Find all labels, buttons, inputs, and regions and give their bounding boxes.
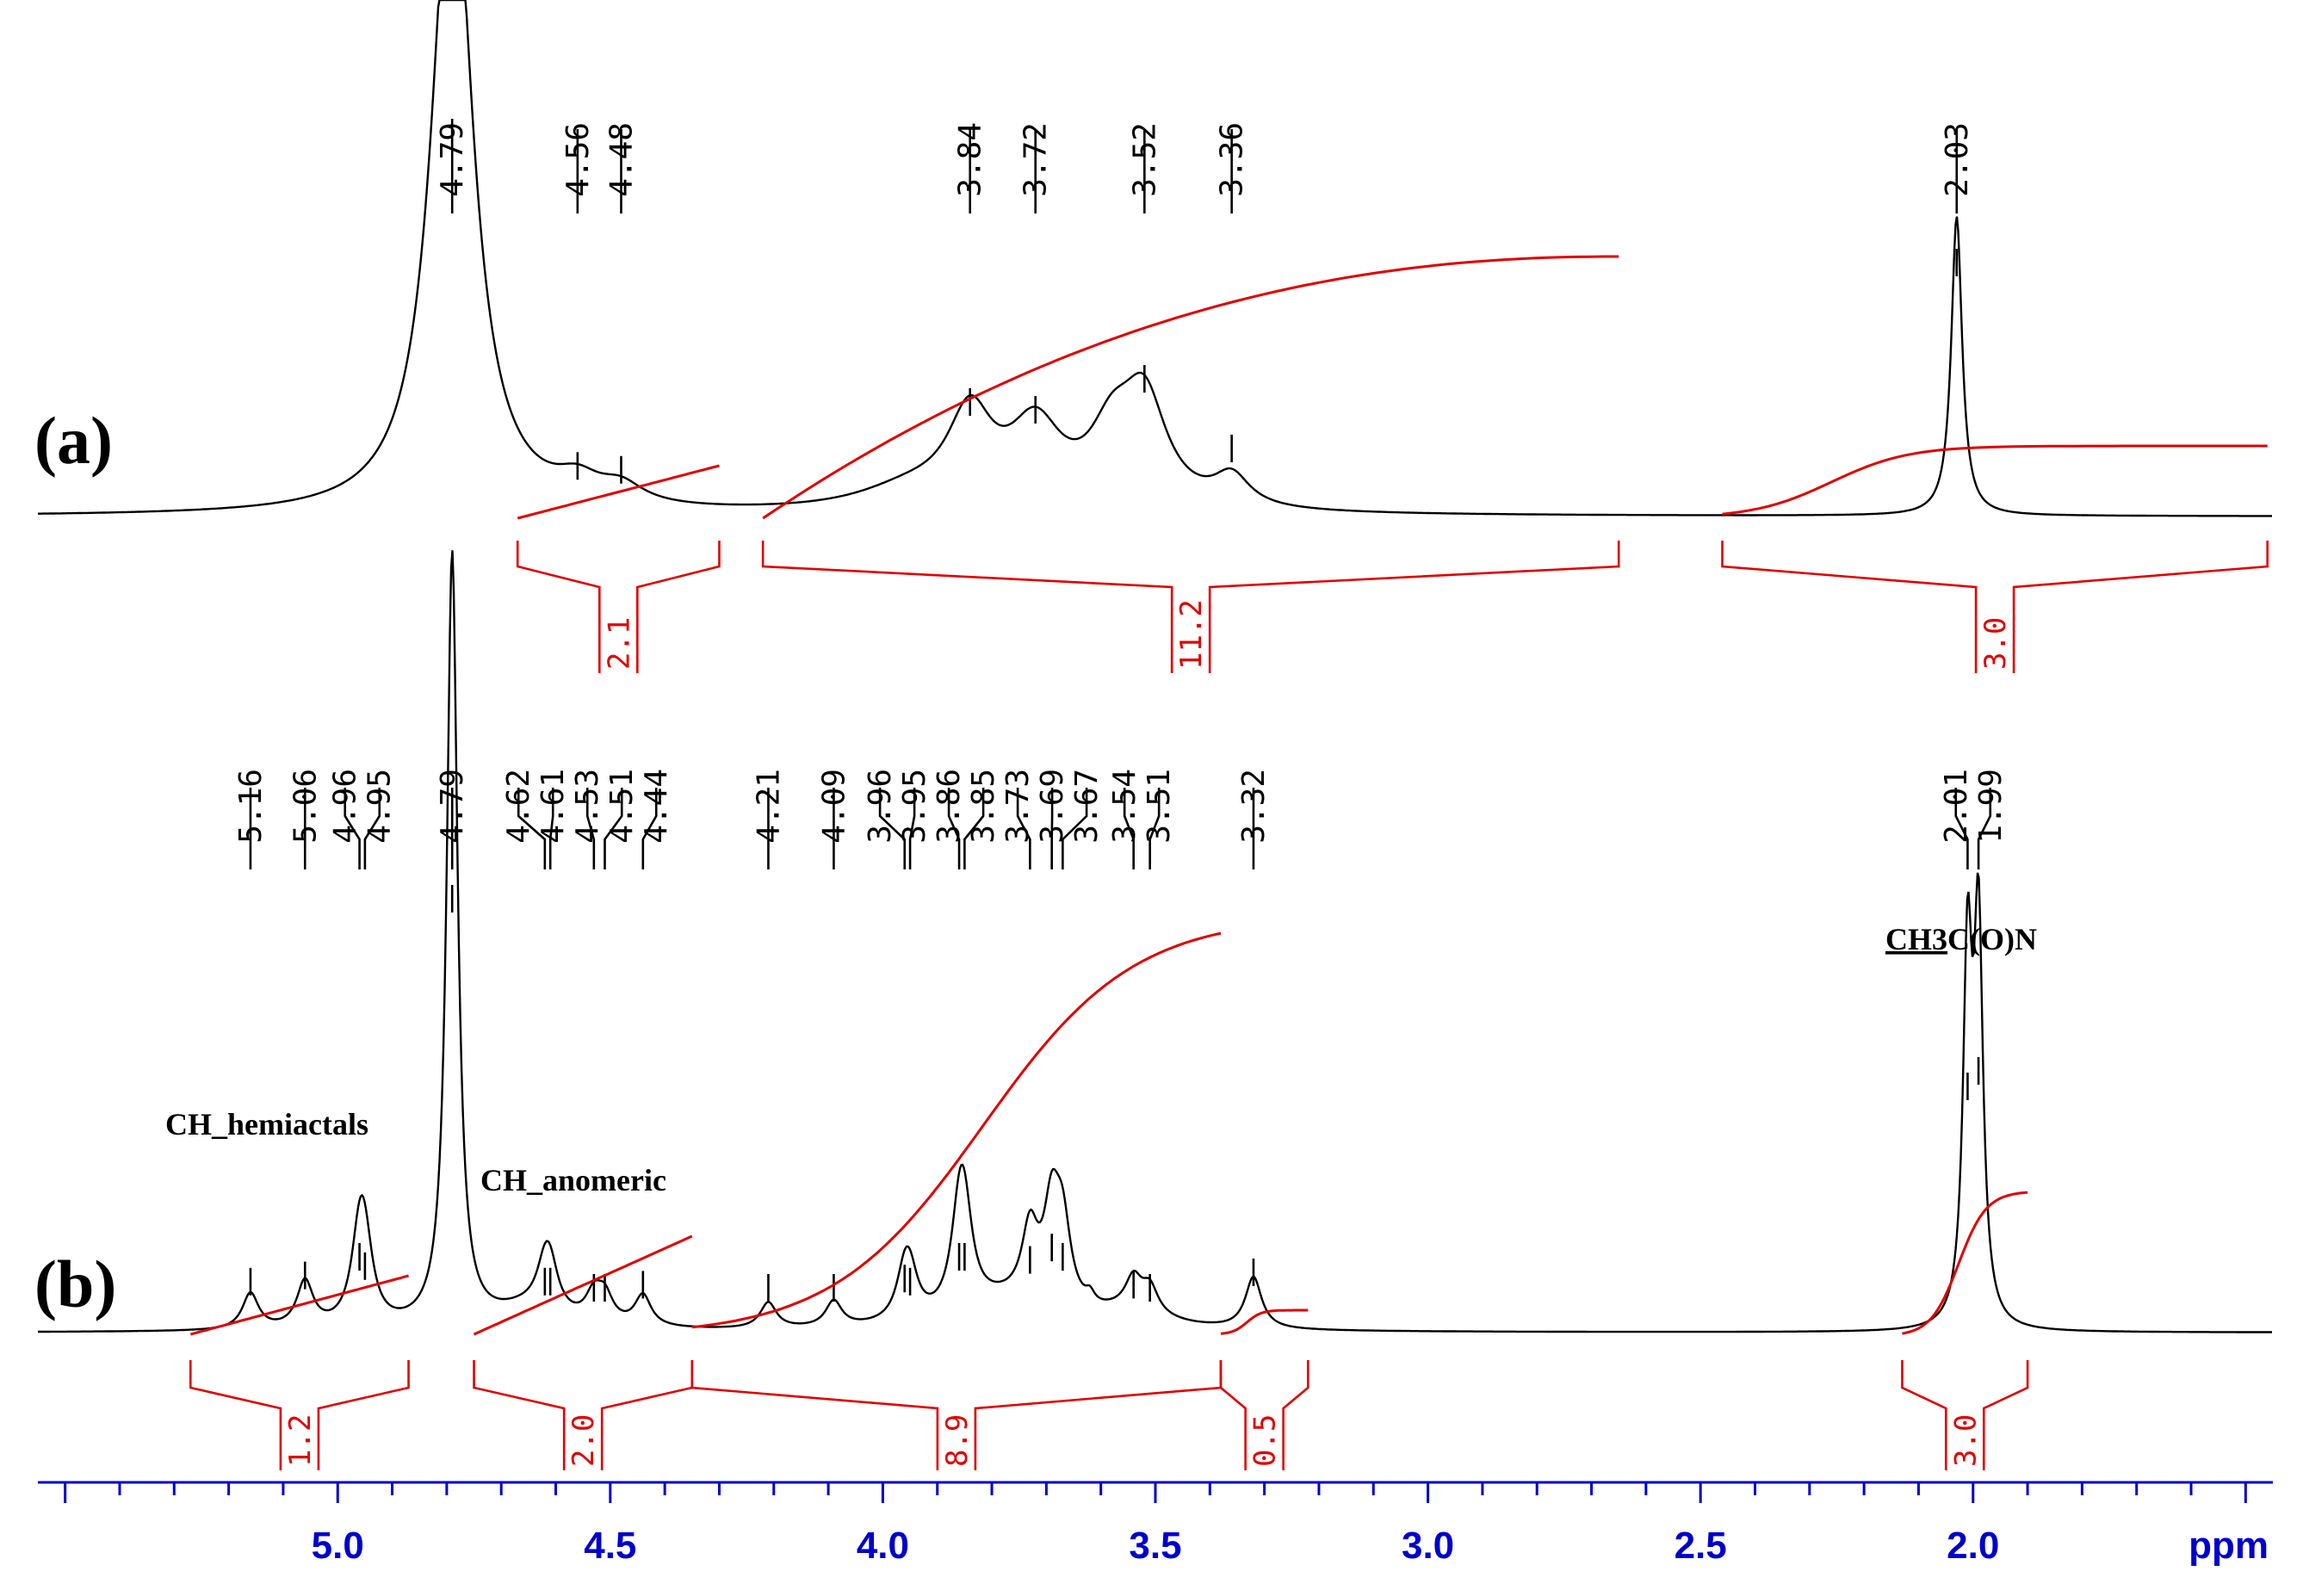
integral-value: 0.5 bbox=[1248, 1414, 1283, 1467]
integral-value: 2.1 bbox=[602, 617, 636, 670]
axis-tick-label: 3.5 bbox=[1129, 1525, 1181, 1567]
integral-bracket-left bbox=[1219, 1360, 1247, 1470]
integral-bracket-left bbox=[1901, 1360, 1947, 1470]
integral-bracket-right bbox=[1982, 1360, 2029, 1470]
axis-tick-label: 2.5 bbox=[1675, 1525, 1727, 1567]
integral-value: 11.2 bbox=[1174, 599, 1209, 670]
peak-tick-group-b bbox=[249, 885, 1980, 1302]
spectrum-trace-b bbox=[38, 550, 2272, 1333]
annotation-ch-anomeric: CH_anomeric bbox=[480, 1163, 666, 1197]
ppm-axis: 5.0 4.5 4.0 3.5 3.0 2.5 2.0 ppm bbox=[38, 1481, 2273, 1567]
integral-bracket-left bbox=[690, 1360, 939, 1470]
peak-leg bbox=[1954, 788, 1969, 869]
peak-leg bbox=[604, 788, 623, 869]
peak-leg bbox=[963, 788, 985, 869]
axis-tick-group bbox=[64, 1482, 2247, 1503]
peak-leg bbox=[363, 788, 381, 869]
spectrum-trace-a bbox=[38, 0, 2272, 517]
integral-group-a: 2.1 11.2 3.0 bbox=[516, 255, 2269, 673]
integral-bracket-right bbox=[600, 1360, 694, 1470]
integral-bracket-left bbox=[761, 541, 1173, 673]
peak-leg bbox=[947, 788, 961, 869]
panel-label-b: (b) bbox=[34, 1246, 116, 1321]
integral-value: 3.0 bbox=[1978, 617, 2013, 670]
integral-curve bbox=[1722, 444, 2268, 516]
annotation-ch-hemiacetals: CH_hemiactals bbox=[165, 1107, 368, 1141]
peak-leg bbox=[548, 788, 554, 869]
axis-tick-label: 5.0 bbox=[312, 1525, 364, 1567]
peak-leg bbox=[641, 788, 658, 869]
peak-label-group-b: 5.16 5.06 4.96 4.95 4.79 4.62 4.61 4.53 4.51 4.44… bbox=[233, 769, 2009, 844]
integral-bracket-right bbox=[636, 541, 721, 673]
peak-leg bbox=[1123, 788, 1135, 869]
integral-value: 2.0 bbox=[566, 1414, 601, 1467]
integral-curve bbox=[691, 931, 1222, 1329]
integral-value: 1.2 bbox=[283, 1414, 318, 1467]
peak-leg bbox=[1062, 788, 1088, 869]
axis-unit-label: ppm bbox=[2188, 1525, 2269, 1567]
integral-bracket-left bbox=[516, 541, 601, 673]
integral-bracket-right bbox=[317, 1360, 410, 1470]
axis-tick-label: 2.0 bbox=[1947, 1525, 1999, 1567]
axis-tick-label: 3.0 bbox=[1402, 1525, 1454, 1567]
peak-leg-group-a bbox=[450, 129, 1959, 213]
integral-curve bbox=[473, 1234, 693, 1336]
integral-curve bbox=[189, 1274, 409, 1336]
spectrum-panel-a: 4.79 4.56 4.48 3.84 3.72 3.52 3.36 2.03 2.1 11.2… bbox=[34, 0, 2272, 673]
integral-bracket-right bbox=[1208, 541, 1620, 673]
peak-leg bbox=[1977, 788, 1992, 869]
axis-tick-label-group: 5.0 4.5 4.0 3.5 3.0 2.5 2.0 bbox=[312, 1525, 2000, 1567]
spectrum-panel-b: 5.16 5.06 4.96 4.95 4.79 4.62 4.61 4.53 4.51 4.44… bbox=[34, 550, 2272, 1470]
integral-bracket-right bbox=[974, 1360, 1223, 1470]
axis-tick-label: 4.0 bbox=[857, 1525, 909, 1567]
integral-value: 8.9 bbox=[940, 1414, 975, 1467]
peak-leg-group-b bbox=[249, 788, 1992, 869]
integral-curve bbox=[762, 255, 1619, 520]
annotation-con-rest: C(O)N bbox=[1947, 922, 2037, 956]
integral-curve bbox=[1902, 1191, 2028, 1335]
integral-curve bbox=[1220, 1308, 1309, 1335]
integral-value: 3.0 bbox=[1948, 1414, 1983, 1467]
integral-bracket-right bbox=[1282, 1360, 1309, 1470]
integral-curve bbox=[517, 464, 720, 520]
peak-leg bbox=[878, 788, 907, 869]
peak-leg bbox=[585, 788, 596, 869]
integral-bracket-left bbox=[189, 1360, 282, 1470]
peak-leg bbox=[344, 788, 361, 869]
peak-leg bbox=[908, 788, 916, 869]
peak-leg bbox=[1148, 788, 1161, 869]
annotation-ch3-con: CH3C(O)N bbox=[1885, 922, 2037, 956]
peak-leg bbox=[517, 788, 547, 869]
peak-tick-group-a bbox=[450, 119, 1959, 484]
panel-label-a: (a) bbox=[34, 403, 113, 478]
integral-bracket-left bbox=[473, 1360, 566, 1470]
integral-bracket-left bbox=[1721, 541, 1978, 673]
integral-bracket-right bbox=[2012, 541, 2269, 673]
peak-label-group-a: 4.79 4.56 4.48 3.84 3.72 3.52 3.36 2.03 bbox=[435, 122, 1975, 197]
integral-group-b: 1.2 2.0 8.9 0.5 3.0 bbox=[189, 931, 2029, 1470]
annotation-ch3-underlined: CH3 bbox=[1885, 922, 1947, 956]
peak-leg bbox=[1016, 788, 1031, 869]
axis-tick-label: 4.5 bbox=[584, 1525, 636, 1567]
